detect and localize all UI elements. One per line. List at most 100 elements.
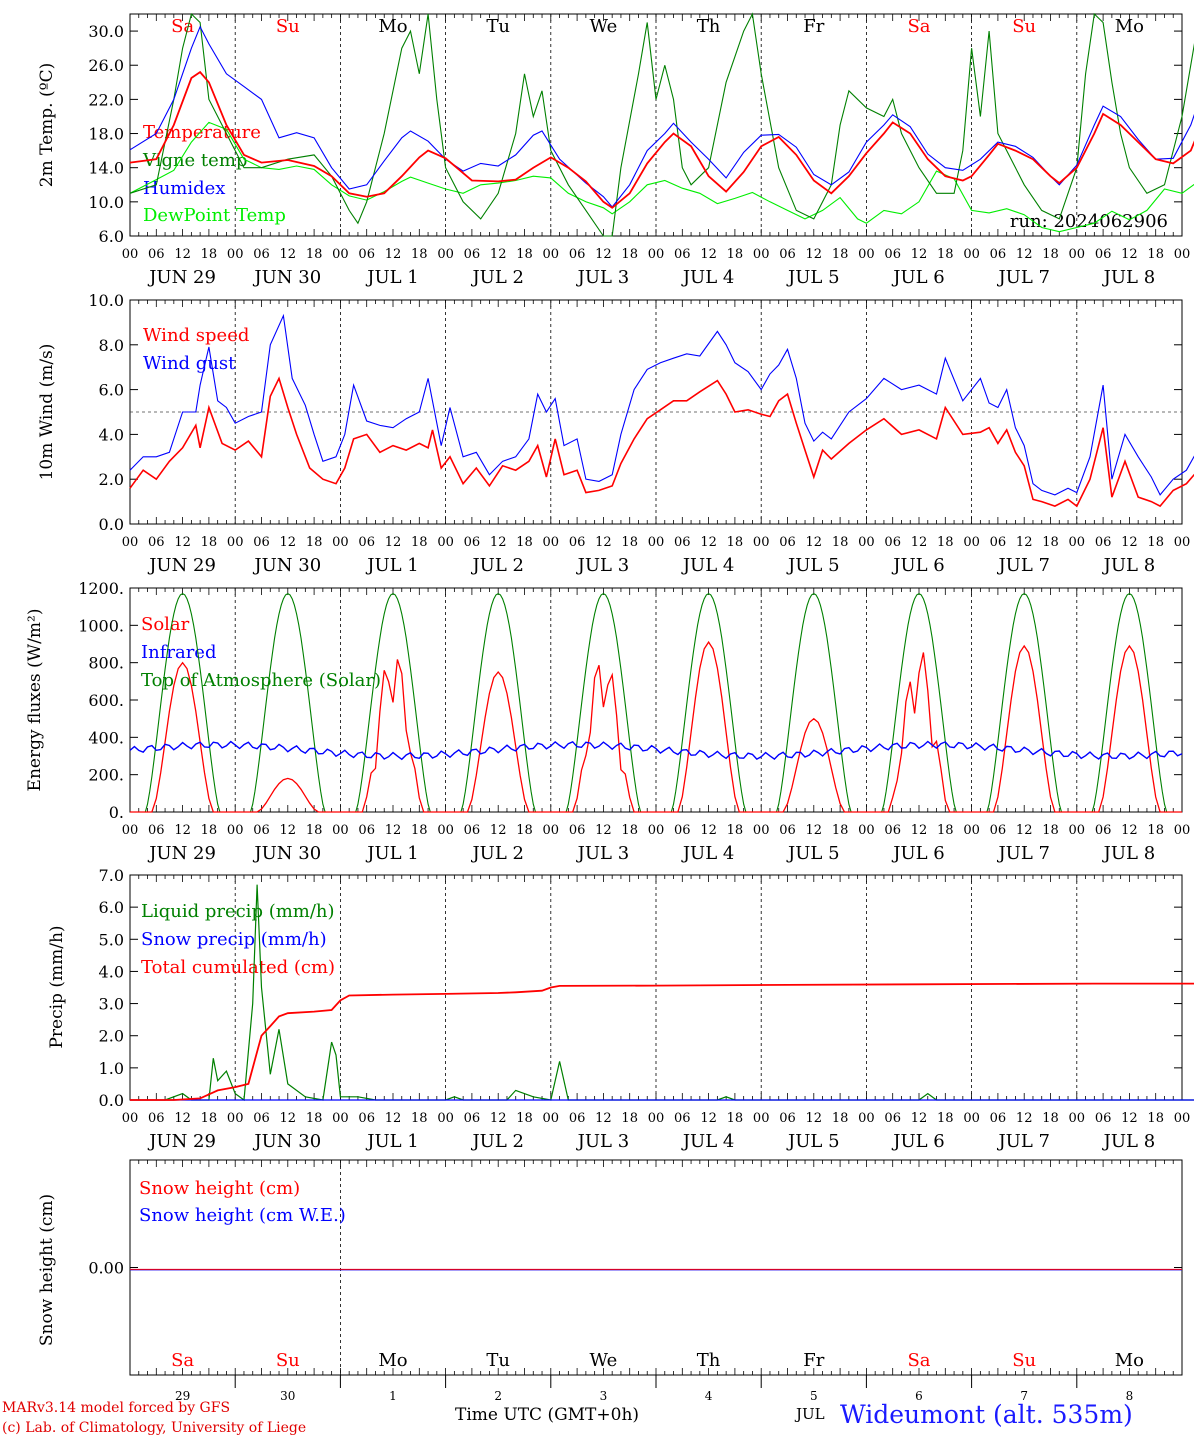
x-hour-label: 00 xyxy=(437,535,454,550)
x-hour-label: 18 xyxy=(832,247,849,262)
x-hour-label: 00 xyxy=(227,1111,244,1126)
weekday-label: Sa xyxy=(907,1350,930,1371)
x-day-label: JUN 29 xyxy=(147,1131,216,1152)
x-hour-label: 12 xyxy=(595,1111,612,1126)
x-hour-label: 00 xyxy=(1174,247,1191,262)
day-number-label: 8 xyxy=(1126,1389,1134,1403)
y-tick-label: 22.0 xyxy=(88,90,124,109)
x-hour-label: 00 xyxy=(122,823,139,838)
weekday-label: Su xyxy=(1012,16,1036,37)
model-credit-line: MARv3.14 model forced by GFS xyxy=(2,1400,231,1416)
x-hour-label: 00 xyxy=(437,1111,454,1126)
x-hour-label: 18 xyxy=(1042,823,1059,838)
x-hour-label: 00 xyxy=(1069,823,1086,838)
x-hour-label: 06 xyxy=(358,535,375,550)
x-hour-label: 12 xyxy=(700,535,717,550)
legend-entry: Snow height (cm W.E.) xyxy=(139,1205,346,1226)
x-hour-label: 06 xyxy=(1095,1111,1112,1126)
solar-line xyxy=(130,640,1182,813)
x-hour-label: 18 xyxy=(201,823,218,838)
x-hour-label: 12 xyxy=(490,247,507,262)
x-hour-label: 06 xyxy=(464,1111,481,1126)
x-hour-label: 00 xyxy=(543,535,560,550)
x-hour-label: 06 xyxy=(464,823,481,838)
x-day-label: JUL 5 xyxy=(786,843,840,864)
y-tick-label: 800. xyxy=(88,654,124,673)
total-cumulated-line xyxy=(130,982,1194,1101)
x-hour-label: 12 xyxy=(806,247,823,262)
x-hour-label: 12 xyxy=(806,535,823,550)
x-hour-label: 00 xyxy=(858,823,875,838)
y-tick-label: 2.0 xyxy=(99,470,124,489)
day-number-label: 4 xyxy=(705,1389,713,1403)
x-hour-label: 18 xyxy=(306,247,323,262)
day-number-label: 5 xyxy=(810,1389,818,1403)
y-tick-label: 6.0 xyxy=(99,227,124,246)
x-hour-label: 12 xyxy=(1016,823,1033,838)
x-hour-label: 06 xyxy=(779,1111,796,1126)
weekday-label: Su xyxy=(276,1350,300,1371)
x-hour-label: 12 xyxy=(280,535,297,550)
x-day-label: JUL 7 xyxy=(996,1131,1050,1152)
x-day-label: JUL 6 xyxy=(891,267,945,288)
x-hour-label: 00 xyxy=(1069,247,1086,262)
x-hour-label: 18 xyxy=(621,535,638,550)
day-number-label: 6 xyxy=(915,1389,923,1403)
x-day-label: JUL 2 xyxy=(470,555,524,576)
x-hour-label: 06 xyxy=(674,247,691,262)
x-hour-label: 12 xyxy=(595,823,612,838)
x-day-label: JUL 1 xyxy=(365,1131,419,1152)
x-hour-label: 06 xyxy=(253,1111,270,1126)
legend-entry: DewPoint Temp xyxy=(143,205,286,226)
x-hour-label: 06 xyxy=(779,535,796,550)
legend-entry: Humidex xyxy=(143,178,225,199)
y-tick-label: 1000. xyxy=(78,616,124,635)
x-hour-label: 06 xyxy=(358,1111,375,1126)
x-hour-label: 12 xyxy=(385,535,402,550)
humidex-line xyxy=(129,25,1194,208)
x-hour-label: 18 xyxy=(411,823,428,838)
y-tick-label: 0.0 xyxy=(99,1091,124,1110)
x-hour-label: 00 xyxy=(648,247,665,262)
y-tick-label: 0. xyxy=(109,803,124,822)
x-hour-label: 06 xyxy=(884,535,901,550)
weekday-label: Fr xyxy=(803,1350,824,1371)
y-tick-label: 10.0 xyxy=(88,193,124,212)
weekday-label: We xyxy=(590,16,618,37)
weekday-label: Tu xyxy=(486,16,510,37)
x-hour-label: 00 xyxy=(648,823,665,838)
x-hour-label: 06 xyxy=(990,247,1007,262)
x-hour-label: 00 xyxy=(963,823,980,838)
x-hour-label: 12 xyxy=(490,823,507,838)
weekday-label: Fr xyxy=(803,16,824,37)
x-day-label: JUL 1 xyxy=(365,555,419,576)
x-hour-label: 00 xyxy=(1174,1111,1191,1126)
x-hour-label: 12 xyxy=(174,535,191,550)
vigne-temp-line xyxy=(129,12,1194,237)
x-day-label: JUN 29 xyxy=(147,843,216,864)
month-label: JUL xyxy=(796,1405,825,1423)
x-hour-label: 00 xyxy=(332,247,349,262)
legend-entry: Infrared xyxy=(141,642,216,663)
day-number-label: 30 xyxy=(280,1389,295,1403)
x-day-label: JUL 1 xyxy=(365,267,419,288)
x-hour-label: 12 xyxy=(1016,247,1033,262)
x-hour-label: 06 xyxy=(884,247,901,262)
legend-entry: Snow height (cm) xyxy=(139,1178,300,1199)
x-hour-label: 12 xyxy=(700,823,717,838)
y-axis-label: 2m Temp. (ºC) xyxy=(37,63,57,188)
x-hour-label: 00 xyxy=(1174,535,1191,550)
x-day-label: JUL 6 xyxy=(891,555,945,576)
x-day-label: JUL 7 xyxy=(996,267,1050,288)
x-day-label: JUL 4 xyxy=(681,267,735,288)
legend-entry: Total cumulated (cm) xyxy=(141,957,335,978)
x-hour-label: 12 xyxy=(280,247,297,262)
x-hour-label: 00 xyxy=(122,247,139,262)
y-tick-label: 26.0 xyxy=(88,56,124,75)
x-hour-label: 00 xyxy=(963,535,980,550)
dewpoint-line xyxy=(129,121,1194,233)
x-hour-label: 18 xyxy=(1147,247,1164,262)
x-hour-label: 00 xyxy=(437,823,454,838)
x-hour-label: 18 xyxy=(516,535,533,550)
x-hour-label: 18 xyxy=(411,247,428,262)
